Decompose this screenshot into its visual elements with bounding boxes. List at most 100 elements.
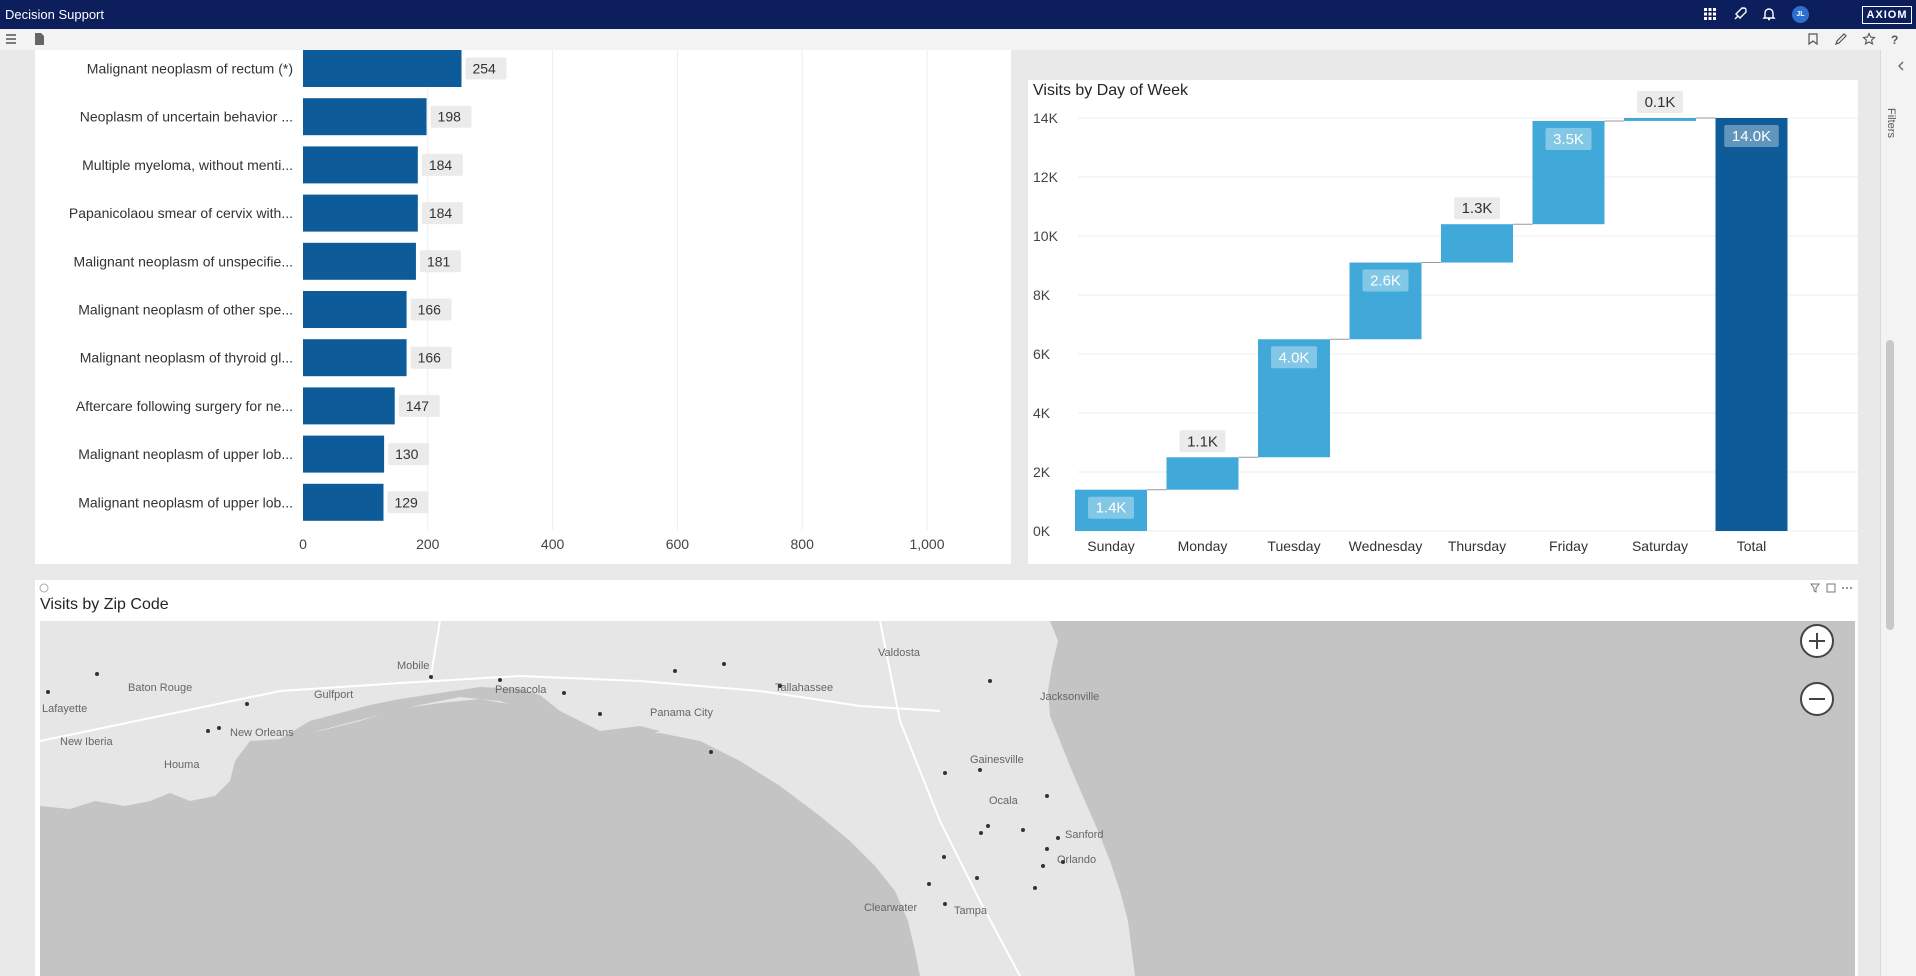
category-label: Malignant neoplasm of rectum (*) [87, 61, 293, 77]
waterfall-bar[interactable] [1258, 339, 1330, 458]
page-icon[interactable] [32, 32, 46, 46]
diagnosis-bar-chart: Malignant neoplasm of rectum (*) 254 Neopl… [69, 50, 945, 552]
bookmark-icon[interactable] [1806, 32, 1820, 46]
data-label: 4.0K [1279, 349, 1310, 366]
map-data-point[interactable] [986, 824, 990, 828]
collapse-chevron-icon[interactable] [1881, 50, 1916, 90]
map-data-point[interactable] [927, 882, 931, 886]
diagnosis-bar-chart-panel[interactable]: Malignant neoplasm of rectum (*) 254 Neopl… [35, 50, 1011, 564]
svg-text:?: ? [1891, 33, 1898, 46]
data-label-bg [1724, 125, 1779, 147]
x-tick-label: 1,000 [909, 536, 944, 552]
map-data-point[interactable] [217, 726, 221, 730]
bar[interactable] [303, 98, 427, 136]
map-data-point[interactable] [206, 729, 210, 733]
apps-grid-icon[interactable] [1702, 6, 1718, 22]
data-label: 1.1K [1187, 433, 1218, 450]
zip-map[interactable]: Valdosta Mobile Baton Rouge Gulfport Pensaco… [40, 621, 1855, 976]
bar[interactable] [303, 291, 407, 328]
waterfall-bar[interactable] [1441, 224, 1513, 263]
map-data-point[interactable] [562, 691, 566, 695]
waterfall-chart-panel[interactable]: Visits by Day of Week 14K 12K 10K 8K 6K 4K 2K 0… [1028, 80, 1858, 564]
x-tick-label: Tuesday [1267, 538, 1320, 554]
map-data-point[interactable] [498, 678, 502, 682]
map-place-label: Baton Rouge [128, 682, 192, 694]
app-header: Decision Support JL AXIOM [0, 0, 1916, 29]
map-data-point[interactable] [46, 690, 50, 694]
filter-icon[interactable] [1810, 583, 1820, 593]
map-data-point[interactable] [1045, 847, 1049, 851]
map-data-point[interactable] [429, 675, 433, 679]
map-place-label: Mobile [397, 660, 429, 672]
data-label: 2.6K [1370, 273, 1401, 290]
user-avatar[interactable]: JL [1792, 6, 1809, 23]
map-data-point[interactable] [943, 771, 947, 775]
map-place-label: Jacksonville [1040, 691, 1099, 703]
bar[interactable] [303, 387, 395, 425]
map-data-point[interactable] [1021, 828, 1025, 832]
map-data-point[interactable] [598, 712, 602, 716]
map-title: Visits by Zip Code [40, 596, 169, 613]
waterfall-bar[interactable] [1075, 489, 1147, 531]
help-icon[interactable]: ? [1887, 32, 1901, 46]
info-icon[interactable] [39, 583, 49, 593]
waterfall-bar[interactable] [1715, 118, 1788, 531]
map-data-point[interactable] [95, 672, 99, 676]
waterfall-bar[interactable] [1166, 457, 1239, 490]
edit-icon[interactable] [1834, 32, 1848, 46]
bar[interactable] [303, 339, 407, 377]
zoom-in-button[interactable] [1800, 624, 1834, 658]
filters-pane-label[interactable]: Filters [1885, 108, 1897, 138]
data-label: 0.1K [1645, 94, 1676, 111]
map-data-point[interactable] [1045, 794, 1049, 798]
map-data-point[interactable] [978, 768, 982, 772]
map-data-point[interactable] [245, 702, 249, 706]
map-data-point[interactable] [988, 679, 992, 683]
map-data-point[interactable] [979, 831, 983, 835]
y-tick-label: 10K [1033, 228, 1059, 244]
map-data-point[interactable] [975, 876, 979, 880]
focus-mode-icon[interactable] [1826, 583, 1836, 593]
more-options-icon[interactable] [1842, 587, 1852, 589]
zip-map-panel[interactable]: Visits by Zip Code Valdosta Mobile Baton R… [35, 580, 1858, 976]
waterfall-bar[interactable] [1532, 120, 1605, 225]
map-place-label: New Orleans [230, 727, 294, 739]
map-header-bar [39, 583, 1852, 593]
rocket-icon[interactable] [1732, 6, 1748, 22]
map-data-point[interactable] [943, 902, 947, 906]
report-canvas: Malignant neoplasm of rectum (*) 254 Neopl… [0, 50, 1880, 976]
map-data-point[interactable] [709, 750, 713, 754]
bar[interactable] [303, 194, 418, 232]
zoom-out-button[interactable] [1800, 682, 1834, 716]
star-icon[interactable] [1862, 32, 1876, 46]
waterfall-bar[interactable] [1624, 118, 1696, 121]
map-data-point[interactable] [1033, 886, 1037, 890]
data-label-bg [1545, 127, 1592, 150]
map-place-label: Gainesville [970, 754, 1024, 766]
waterfall-bar[interactable] [1349, 262, 1422, 340]
map-data-point[interactable] [778, 684, 782, 688]
data-label-bg [1362, 269, 1409, 292]
map-data-point[interactable] [1061, 860, 1065, 864]
data-label: 184 [429, 205, 453, 221]
app-title: Decision Support [5, 7, 104, 22]
map-data-point[interactable] [1056, 836, 1060, 840]
x-tick-label: Sunday [1087, 538, 1134, 554]
map-data-point[interactable] [942, 855, 946, 859]
map-data-point[interactable] [673, 669, 677, 673]
map-place-label: Tampa [954, 905, 988, 917]
x-tick-label: 200 [416, 536, 440, 552]
bar[interactable] [303, 483, 384, 521]
vertical-scrollbar[interactable] [1886, 340, 1894, 630]
bar[interactable] [303, 435, 385, 473]
map-data-point[interactable] [1041, 864, 1045, 868]
bar[interactable] [303, 242, 416, 280]
category-label: Aftercare following surgery for ne... [76, 398, 293, 414]
hamburger-menu-icon[interactable] [4, 32, 18, 46]
x-tick-label: Monday [1178, 538, 1228, 554]
bar[interactable] [303, 146, 418, 184]
bar[interactable] [303, 50, 462, 87]
data-label-bg [465, 57, 507, 80]
bell-icon[interactable] [1761, 6, 1777, 22]
map-data-point[interactable] [722, 662, 726, 666]
